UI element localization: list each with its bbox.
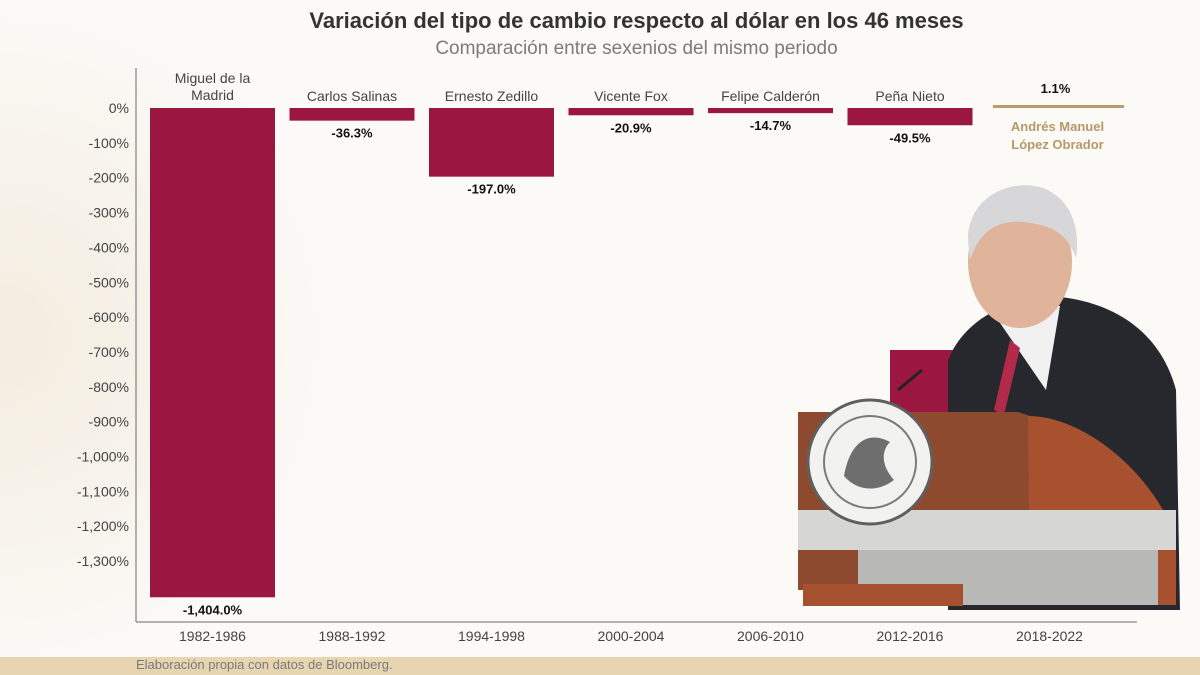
podium-front: [803, 584, 963, 606]
president-label: Madrid: [191, 87, 234, 103]
x-tick-label: 2006-2010: [737, 628, 804, 644]
data-label: -1,404.0%: [183, 602, 243, 617]
president-label: Felipe Calderón: [721, 88, 820, 104]
president-label: Ernesto Zedillo: [445, 88, 539, 104]
president-label: Miguel de la: [175, 70, 251, 86]
data-label: -14.7%: [750, 118, 792, 133]
x-tick-label: 2018-2022: [1016, 628, 1083, 644]
bar: [847, 108, 973, 126]
x-tick-label: 1994-1998: [458, 628, 525, 644]
y-tick-label: -700%: [89, 344, 129, 360]
bar: [708, 108, 833, 114]
president-label: Peña Nieto: [875, 88, 944, 104]
bar: [150, 108, 275, 598]
y-tick-label: -100%: [89, 135, 129, 151]
bar: [289, 108, 415, 121]
data-label: -20.9%: [610, 120, 652, 135]
y-tick-label: -900%: [89, 414, 129, 430]
data-label: 1.1%: [1041, 81, 1071, 96]
source-note: Elaboración propia con datos de Bloomber…: [136, 657, 393, 672]
y-tick-label: -400%: [89, 239, 129, 255]
bar: [993, 105, 1124, 108]
footer-bar: [0, 657, 1200, 675]
y-tick-label: -200%: [89, 170, 129, 186]
microphone: [897, 368, 923, 392]
speaker-photo: [798, 185, 1180, 610]
president-label: Carlos Salinas: [307, 88, 397, 104]
data-label: -49.5%: [889, 130, 931, 145]
x-tick-label: 2012-2016: [877, 628, 944, 644]
chart-subtitle: Comparación entre sexenios del mismo per…: [435, 38, 838, 59]
president-label: Andrés Manuel: [1011, 119, 1104, 134]
x-tick-label: 2000-2004: [598, 628, 665, 644]
president-label: Vicente Fox: [594, 88, 668, 104]
y-tick-label: -600%: [89, 309, 129, 325]
speaker-tie: [994, 340, 1020, 415]
y-tick-label: -300%: [89, 205, 129, 221]
speaker-face: [968, 196, 1072, 328]
x-tick-label: 1988-1992: [319, 628, 386, 644]
y-tick-label: -800%: [89, 379, 129, 395]
y-tick-label: -500%: [89, 274, 129, 290]
bar: [568, 108, 694, 116]
bar: [429, 108, 554, 177]
data-label: -197.0%: [467, 182, 516, 197]
y-tick-label: -1,300%: [77, 553, 129, 569]
y-tick-label: 0%: [109, 100, 129, 116]
data-label: -36.3%: [331, 126, 373, 141]
y-tick-label: -1,000%: [77, 449, 129, 465]
president-label: López Obrador: [1011, 137, 1103, 152]
chart-title: Variación del tipo de cambio respecto al…: [309, 8, 964, 33]
y-tick-label: -1,100%: [77, 483, 129, 499]
y-tick-label: -1,200%: [77, 518, 129, 534]
x-tick-label: 1982-1986: [179, 628, 246, 644]
speaker-hair: [968, 185, 1078, 260]
